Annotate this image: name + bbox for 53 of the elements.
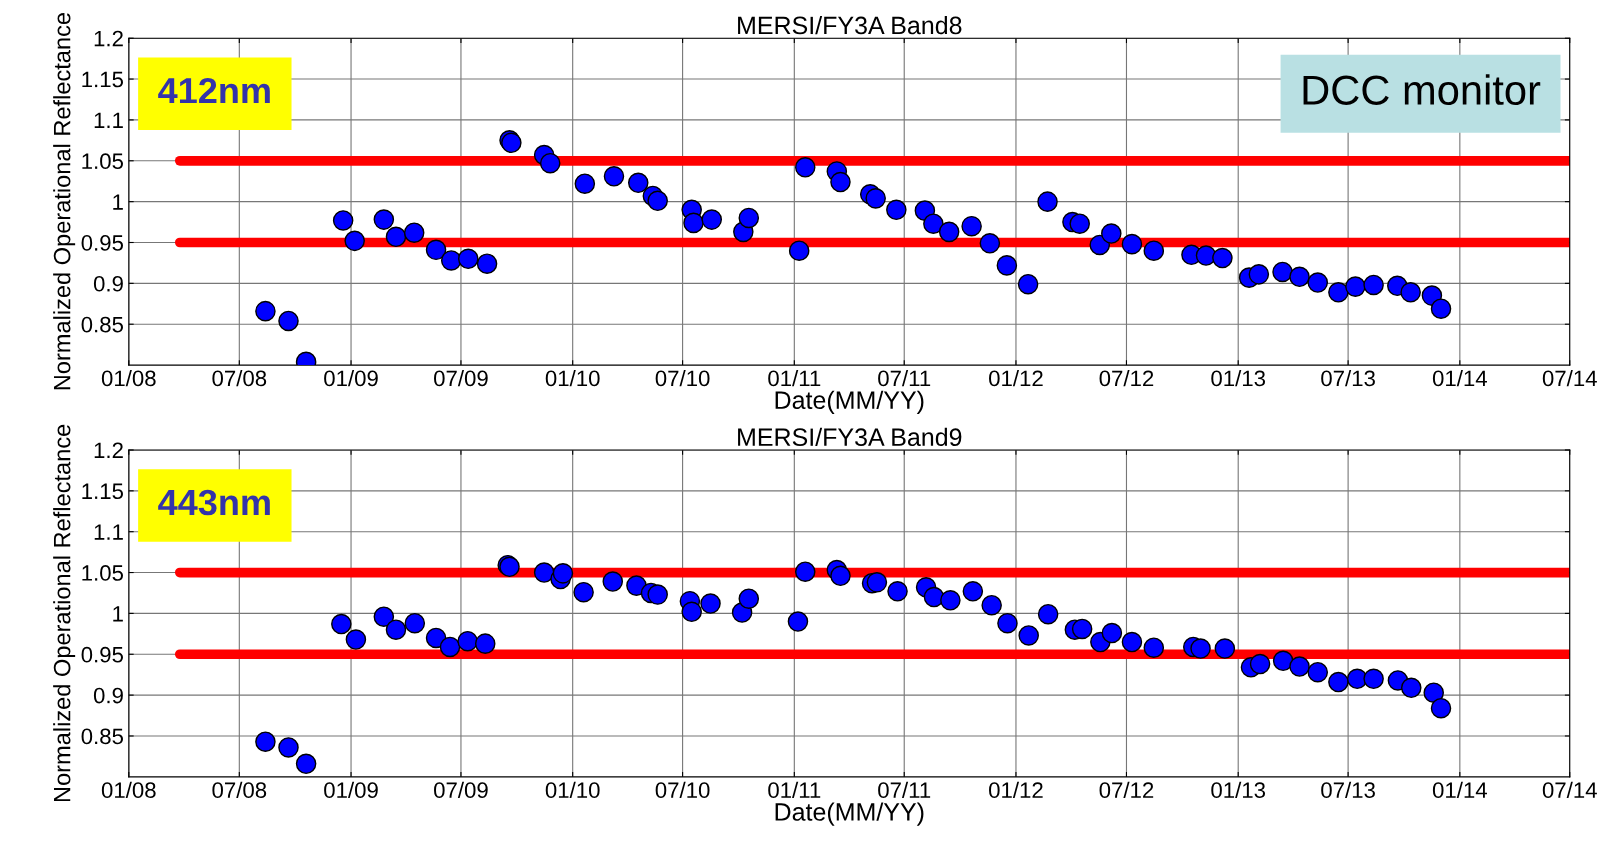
x-tick-label: 01/09 xyxy=(324,369,378,387)
x-tick-label: 01/11 xyxy=(768,369,821,387)
x-tick-label: 07/08 xyxy=(212,781,267,799)
x-tick-label: 07/12 xyxy=(1099,369,1154,387)
y-tick-label: 1.05 xyxy=(82,565,124,581)
annotation: DCC monitor xyxy=(1303,74,1541,105)
x-tick-label: 01/08 xyxy=(101,369,156,387)
annotation: 412nm xyxy=(158,77,270,104)
x-tick-label: 01/11 xyxy=(768,781,821,799)
y-axis-title: Normalized Operational Reflectance xyxy=(53,424,76,802)
y-tick-label: 0.85 xyxy=(81,316,124,333)
x-tick-label: 01/08 xyxy=(101,781,156,799)
x-tick-label: 01/14 xyxy=(1432,369,1487,387)
x-tick-label: 07/13 xyxy=(1321,781,1375,799)
chart-title: MERSI/FY3A Band8 xyxy=(738,15,962,35)
y-tick-label: 0.95 xyxy=(81,235,124,251)
y-tick-label: 1.15 xyxy=(82,71,124,88)
y-tick-label: 0.9 xyxy=(93,687,123,704)
x-axis-title: Date(MM/YY) xyxy=(775,802,924,826)
x-tick-label: 01/14 xyxy=(1432,781,1487,799)
x-tick-label: 07/09 xyxy=(434,369,488,387)
y-tick-label: 0.95 xyxy=(81,646,124,663)
y-tick-label: 1.05 xyxy=(82,153,124,170)
x-tick-label: 07/14 xyxy=(1542,369,1597,387)
y-tick-label: 1 xyxy=(113,606,123,622)
y-tick-label: 0.9 xyxy=(93,275,123,292)
y-tick-label: 1.15 xyxy=(82,483,124,500)
x-axis-title: Date(MM/YY) xyxy=(775,390,924,414)
x-tick-label: 07/11 xyxy=(878,369,931,387)
y-tick-label: 1.2 xyxy=(94,442,123,459)
annotation: 443nm xyxy=(158,489,270,516)
y-axis-title: Normalized Operational Reflectance xyxy=(53,13,76,390)
x-tick-label: 07/10 xyxy=(655,369,710,387)
x-tick-label: 01/09 xyxy=(324,781,378,799)
y-tick-label: 1.1 xyxy=(94,112,123,128)
y-tick-label: 0.85 xyxy=(81,728,124,745)
x-tick-label: 01/13 xyxy=(1211,781,1266,799)
x-tick-label: 07/09 xyxy=(434,781,488,799)
x-tick-label: 07/12 xyxy=(1099,781,1154,799)
x-tick-label: 01/12 xyxy=(989,369,1043,387)
y-tick-label: 1.2 xyxy=(94,30,123,47)
x-tick-label: 07/11 xyxy=(878,781,931,799)
x-tick-label: 07/08 xyxy=(212,369,267,387)
y-tick-label: 1.1 xyxy=(94,524,123,540)
x-tick-label: 01/13 xyxy=(1211,369,1266,387)
x-tick-label: 01/10 xyxy=(545,369,600,387)
chart-title: MERSI/FY3A Band9 xyxy=(738,427,962,447)
x-tick-label: 01/10 xyxy=(545,781,600,799)
x-tick-label: 01/12 xyxy=(989,781,1043,799)
y-tick-label: 1 xyxy=(113,194,123,210)
x-tick-label: 07/14 xyxy=(1542,781,1597,799)
x-tick-label: 07/13 xyxy=(1321,369,1375,387)
x-tick-label: 07/10 xyxy=(655,781,710,799)
